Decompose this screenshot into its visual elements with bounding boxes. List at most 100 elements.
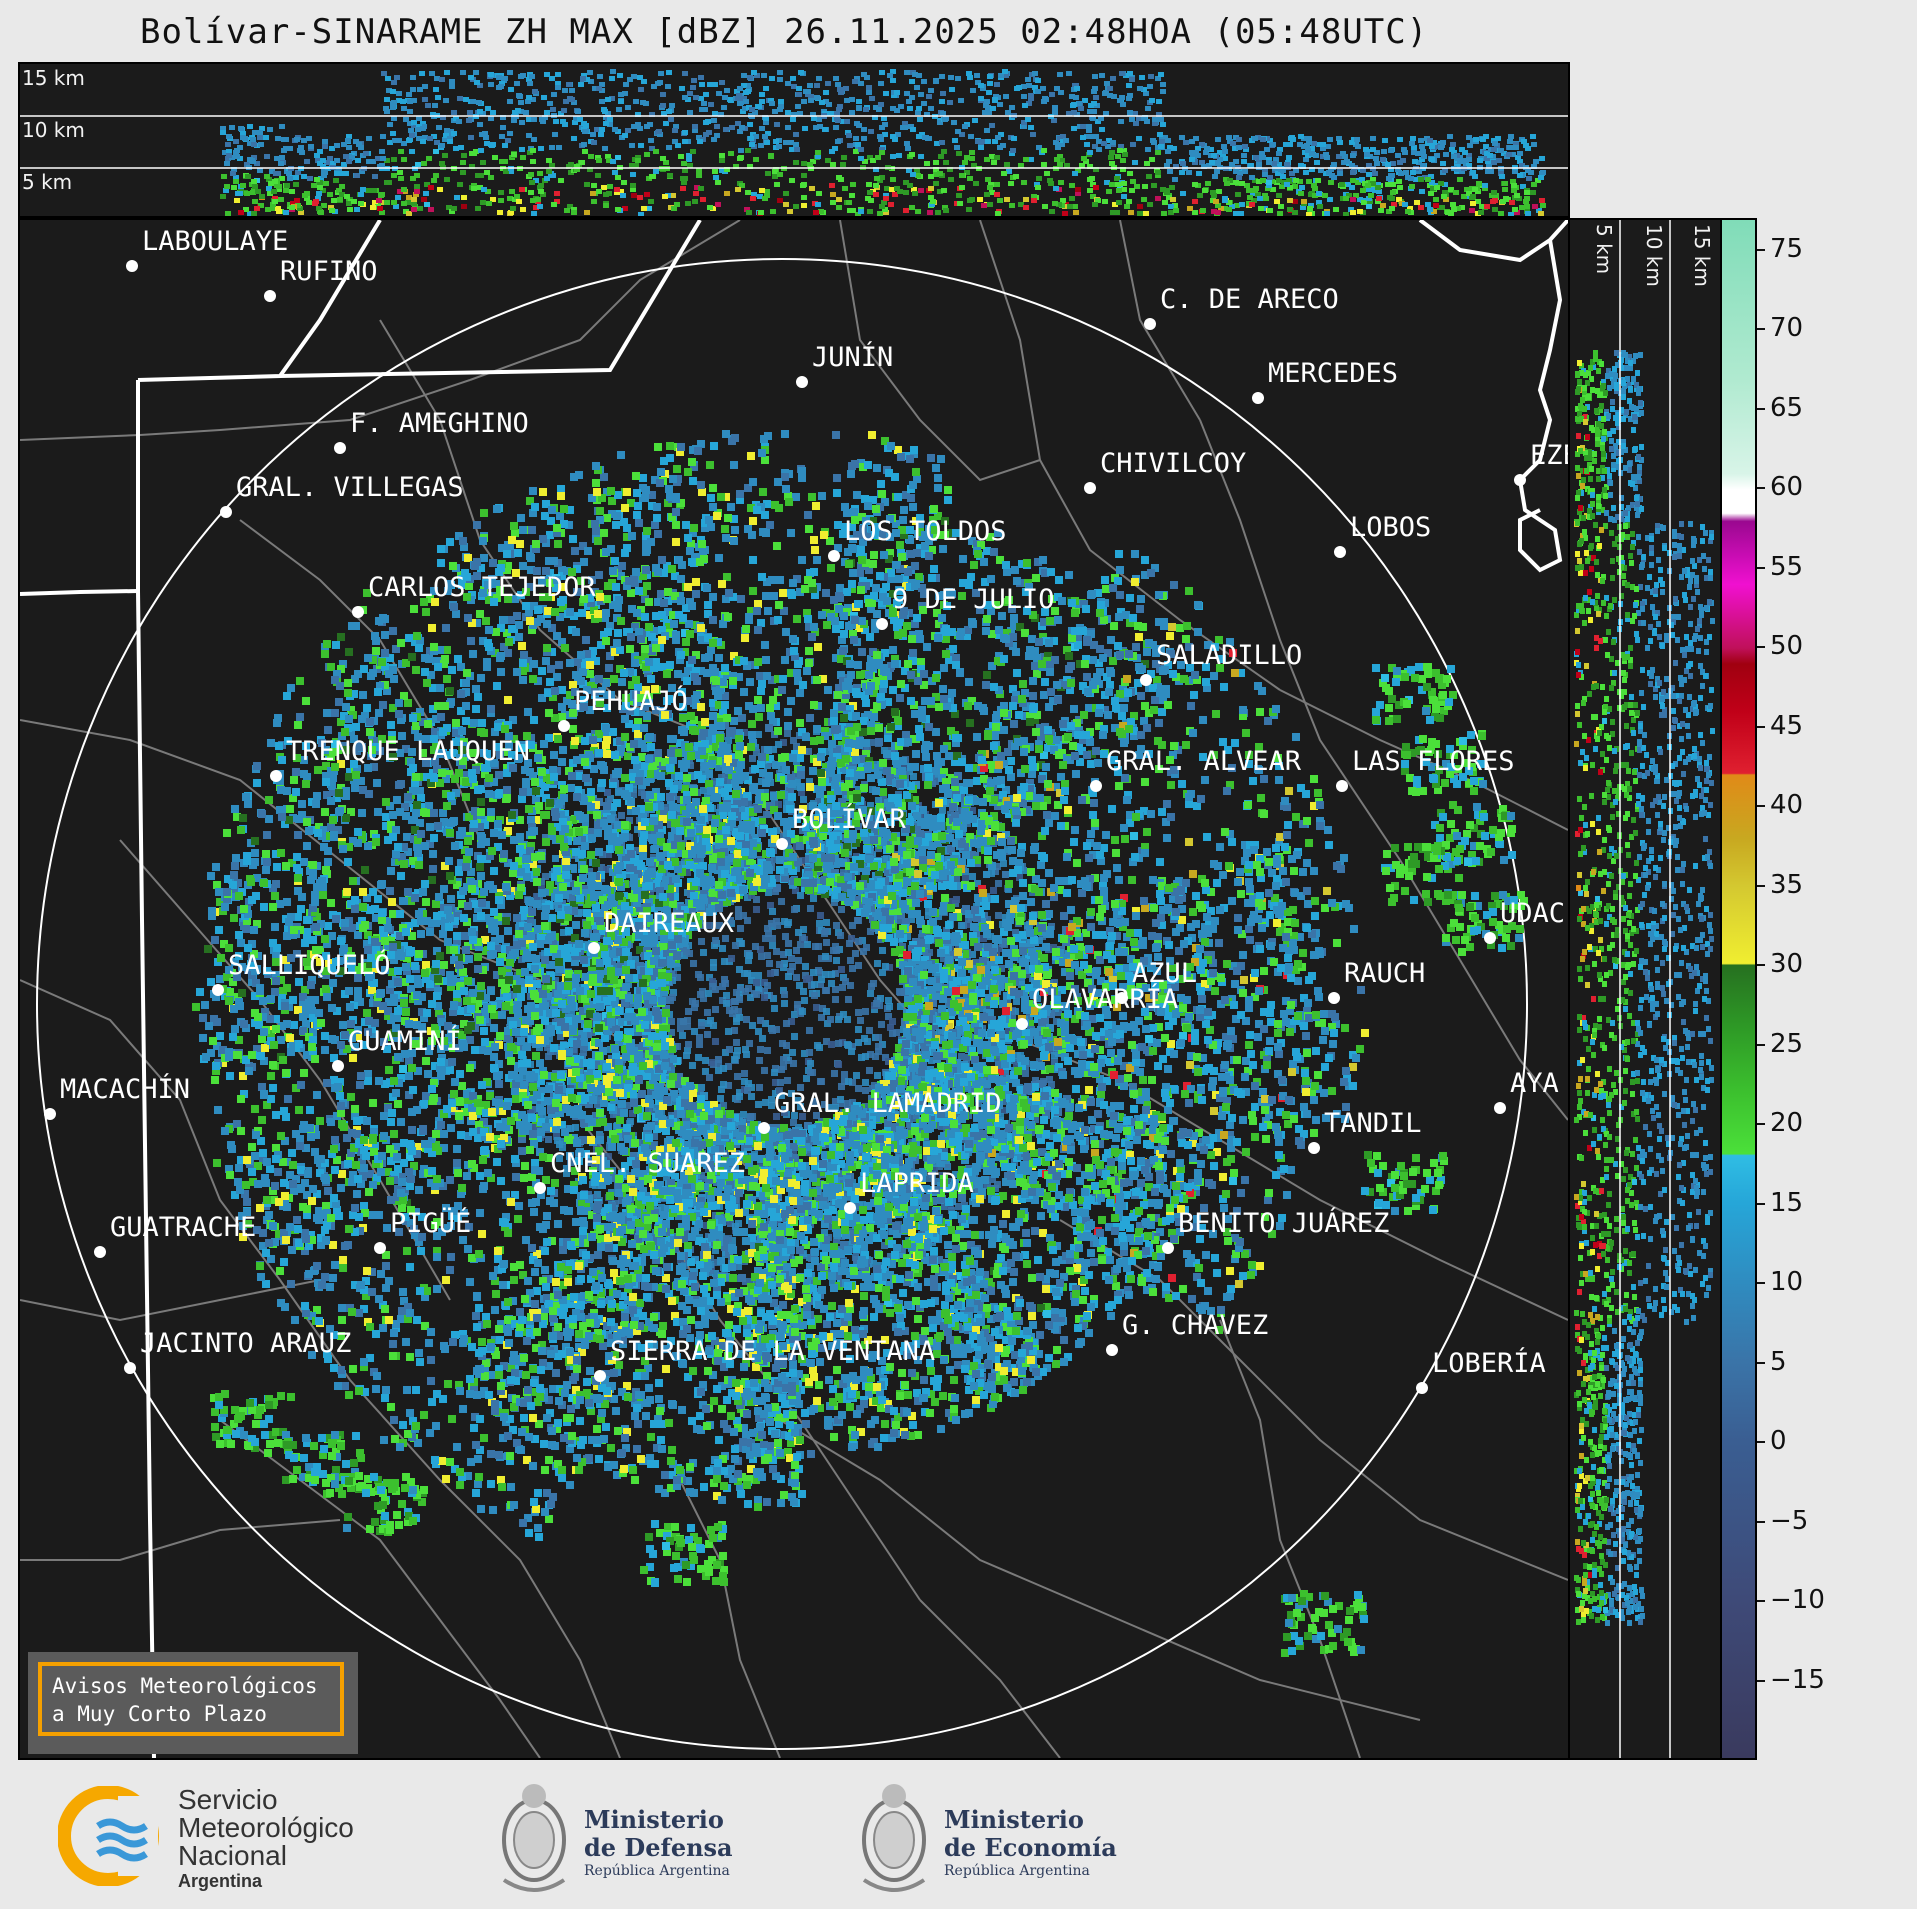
city-marker: [1252, 392, 1264, 404]
city-label: 9 DE JULIO: [892, 584, 1055, 615]
city-marker: [332, 1060, 344, 1072]
colorbar-tick-label: 10: [1770, 1267, 1803, 1297]
city-label: LAPRIDA: [860, 1168, 974, 1199]
city-label: SIERRA DE LA VENTANA: [610, 1336, 935, 1367]
city-marker: [1308, 1142, 1320, 1154]
smn-line-2: Meteorológico: [178, 1814, 354, 1842]
city-label: MACACHÍN: [60, 1074, 190, 1105]
city-label: RAUCH: [1344, 958, 1425, 989]
colorbar-tick-mark: [1757, 248, 1765, 251]
height-label-10km: 10 km: [22, 118, 85, 142]
colorbar-tick-mark: [1757, 1361, 1765, 1364]
top-cross-section-echoes: [220, 69, 1546, 216]
colorbar-tick-label: 20: [1770, 1108, 1803, 1138]
city-marker: [1016, 1018, 1028, 1030]
city-label: BOLÍVAR: [792, 804, 906, 835]
radar-map[interactable]: LABOULAYE RUFINO C. DE ARECO JUNÍN MERCEDES F…: [18, 218, 1570, 1760]
right-cross-section-panel: 5 km 10 km 15 km: [1568, 218, 1722, 1760]
city-label: PIGÜÉ: [390, 1208, 471, 1239]
city-label: EZE: [1530, 440, 1568, 471]
city-label: JUNÍN: [812, 342, 893, 373]
defensa-logo-text: Ministerio de Defensa República Argentin…: [584, 1806, 733, 1880]
defensa-line-1: Ministerio: [584, 1806, 733, 1834]
smn-line-3: Nacional: [178, 1842, 354, 1870]
city-label: BENITO JUÁREZ: [1178, 1208, 1389, 1239]
city-label: LOBERÍA: [1432, 1348, 1546, 1379]
smn-line-1: Servicio: [178, 1786, 354, 1814]
colorbar-tick-mark: [1757, 1520, 1765, 1523]
right-cross-section-plot: [1574, 220, 1715, 1758]
city-marker: [124, 1362, 136, 1374]
colorbar-tick-label: 0: [1770, 1426, 1787, 1456]
colorbar-tick-mark: [1757, 1202, 1765, 1205]
colorbar-tick-mark: [1757, 407, 1765, 410]
colorbar-tick-label: 30: [1770, 949, 1803, 979]
city-label: F. AMEGHINO: [350, 408, 529, 439]
colorbar-tick-label: 40: [1770, 790, 1803, 820]
dbz-colorbar: [1720, 218, 1757, 1760]
city-marker: [844, 1202, 856, 1214]
colorbar-tick-mark: [1757, 328, 1765, 331]
city-label: GRAL. LAMADRID: [774, 1088, 1002, 1119]
colorbar-tick-mark: [1757, 566, 1765, 569]
city-label: SALADILLO: [1156, 640, 1302, 671]
economia-line-1: Ministerio: [944, 1806, 1117, 1834]
colorbar-tick-mark: [1757, 1043, 1765, 1046]
city-label: OLAVARRÍA: [1032, 984, 1178, 1015]
city-marker: [776, 838, 788, 850]
city-marker: [588, 942, 600, 954]
colorbar-tick-mark: [1757, 884, 1765, 887]
defensa-seal-icon: [494, 1776, 574, 1896]
city-label: G. CHAVEZ: [1122, 1310, 1268, 1341]
warning-box-inner[interactable]: Avisos Meteorológicos a Muy Corto Plazo: [38, 1662, 344, 1736]
range-ring: [36, 258, 1528, 1750]
city-label: SALLIQUELÓ: [228, 950, 391, 981]
height-label-10km-right: 10 km: [1642, 224, 1666, 287]
colorbar-tick-mark: [1757, 646, 1765, 649]
colorbar-tick-label: −5: [1770, 1506, 1808, 1536]
colorbar-tick-label: 45: [1770, 711, 1803, 741]
city-marker: [270, 770, 282, 782]
city-marker: [758, 1122, 770, 1134]
city-marker: [352, 606, 364, 618]
colorbar-tick-mark: [1757, 487, 1765, 490]
city-label: MERCEDES: [1268, 358, 1398, 389]
city-label: CHIVILCOY: [1100, 448, 1246, 479]
colorbar-tick-mark: [1757, 725, 1765, 728]
city-marker: [1494, 1102, 1506, 1114]
city-label: RUFINO: [280, 256, 378, 287]
warning-box[interactable]: Avisos Meteorológicos a Muy Corto Plazo: [28, 1652, 358, 1754]
city-marker: [534, 1182, 546, 1194]
colorbar-tick-mark: [1757, 1123, 1765, 1126]
city-marker: [828, 550, 840, 562]
economia-line-2: de Economía: [944, 1834, 1117, 1862]
colorbar-tick-label: 50: [1770, 631, 1803, 661]
city-label: LOBOS: [1350, 512, 1431, 543]
city-marker: [1144, 318, 1156, 330]
colorbar-tick-mark: [1757, 964, 1765, 967]
city-marker: [796, 376, 808, 388]
colorbar-tick-label: 75: [1770, 234, 1803, 264]
city-marker: [1328, 992, 1340, 1004]
city-marker: [1514, 474, 1526, 486]
city-label: PEHUAJÓ: [574, 686, 688, 717]
city-label: LOS TOLDOS: [844, 516, 1007, 547]
city-marker: [876, 618, 888, 630]
city-label: CNEL. SUAREZ: [550, 1148, 745, 1179]
top-cross-section-panel: 15 km 10 km 5 km: [18, 62, 1570, 218]
warning-line-2: a Muy Corto Plazo: [52, 1700, 330, 1728]
warning-line-1: Avisos Meteorológicos: [52, 1672, 330, 1700]
height-label-5km-right: 5 km: [1592, 224, 1616, 274]
defensa-line-3: República Argentina: [584, 1862, 733, 1880]
height-label-15km-right: 15 km: [1690, 224, 1714, 287]
top-cross-section-plot: [20, 69, 1568, 216]
colorbar-tick-mark: [1757, 1679, 1765, 1682]
chart-title: Bolívar-SINARAME ZH MAX [dBZ] 26.11.2025…: [0, 12, 1917, 52]
height-label-5km: 5 km: [22, 170, 72, 194]
colorbar-tick-label: 15: [1770, 1188, 1803, 1218]
city-marker: [1334, 546, 1346, 558]
colorbar-tick-label: 55: [1770, 552, 1803, 582]
city-marker: [1336, 780, 1348, 792]
smn-logo-text: Servicio Meteorológico Nacional Argentin…: [178, 1786, 354, 1892]
city-label: AYA: [1510, 1068, 1559, 1099]
